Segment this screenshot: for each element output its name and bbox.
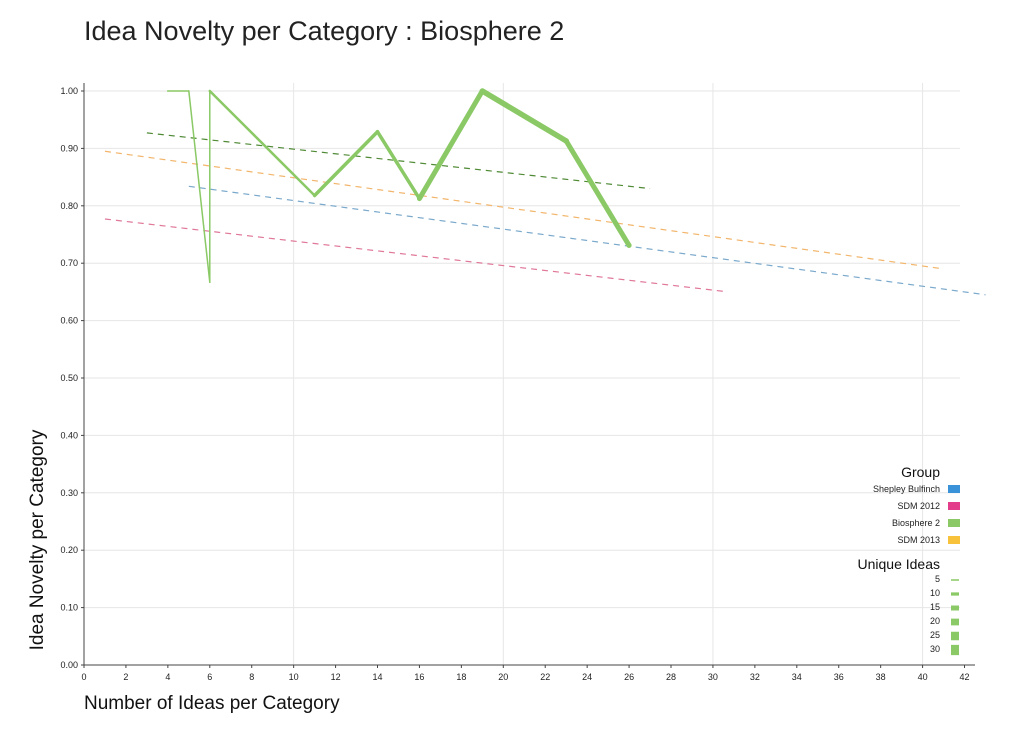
y-tick-label: 0.20 [60,545,78,555]
x-tick-label: 40 [918,672,928,682]
y-tick-label: 0.50 [60,373,78,383]
legend-group-swatch [948,519,960,527]
data-point [209,281,211,283]
legend-size-title: Unique Ideas [857,556,940,572]
x-tick-label: 22 [540,672,550,682]
data-point [479,88,485,94]
y-tick-label: 0.40 [60,430,78,440]
x-tick-label: 34 [792,672,802,682]
series-segment [375,130,422,201]
data-point [626,242,632,248]
legend-group-swatch [948,502,960,510]
x-tick-label: 38 [876,672,886,682]
legend-group-swatch [948,536,960,544]
x-tick-label: 16 [414,672,424,682]
x-tick-label: 8 [249,672,254,682]
data-point [417,196,422,201]
x-tick-label: 2 [123,672,128,682]
x-tick-label: 42 [960,672,970,682]
x-tick-label: 36 [834,672,844,682]
series-segment [563,138,632,248]
series-segment [312,130,380,198]
trend-line-biosphere-2 [146,132,651,190]
legend-size-swatch [951,644,959,656]
x-tick-label: 12 [331,672,341,682]
legend-size-label: 30 [930,644,940,654]
x-tick-label: 10 [289,672,299,682]
trend-line-shepley-bulfinch [188,185,986,296]
x-tick-label: 26 [624,672,634,682]
x-tick-label: 20 [498,672,508,682]
data-point [188,90,190,92]
y-tick-label: 0.00 [60,660,78,670]
x-tick-label: 30 [708,672,718,682]
legend-group-title: Group [901,464,940,480]
legend-size-label: 5 [935,574,940,584]
y-tick-label: 0.80 [60,201,78,211]
legend-size-swatch [951,605,959,611]
legend-size-label: 10 [930,588,940,598]
trend-line-sdm-2013 [104,150,944,270]
x-tick-label: 18 [456,672,466,682]
data-point [313,194,316,197]
chart-title: Idea Novelty per Category : Biosphere 2 [84,16,565,46]
legend-size-label: 15 [930,602,940,612]
x-tick-label: 28 [666,672,676,682]
legend-size-swatch [951,579,959,581]
legend-group-label: SDM 2012 [897,501,940,511]
data-point [563,138,569,144]
data-point [209,90,211,92]
x-tick-label: 6 [207,672,212,682]
series-segment [416,88,485,202]
legend-size-swatch [951,618,959,626]
x-tick-label: 24 [582,672,592,682]
x-tick-label: 32 [750,672,760,682]
trend-line-sdm-2012 [104,218,724,292]
data-point [167,90,169,92]
series-segment [208,89,316,197]
legend-group-label: Shepley Bulfinch [873,484,940,494]
y-tick-label: 0.90 [60,143,78,153]
x-tick-label: 4 [165,672,170,682]
legend-group-label: Biosphere 2 [892,518,940,528]
y-tick-label: 0.70 [60,258,78,268]
y-tick-label: 0.30 [60,488,78,498]
x-axis-title: Number of Ideas per Category [84,693,340,714]
y-tick-label: 0.10 [60,603,78,613]
x-tick-label: 14 [372,672,382,682]
legend-size-label: 25 [930,630,940,640]
data-point [375,130,380,134]
y-tick-label: 1.00 [60,86,78,96]
legend-group-swatch [948,485,960,493]
y-axis-title: Idea Novelty per Category [27,429,48,650]
legend-size-swatch [951,592,959,596]
series-segment [188,90,211,283]
x-tick-label: 0 [81,672,86,682]
legend-group-label: SDM 2013 [897,535,940,545]
legend-size-label: 20 [930,616,940,626]
series-segment [479,88,569,144]
legend-size-swatch [951,631,959,641]
y-tick-label: 0.60 [60,316,78,326]
